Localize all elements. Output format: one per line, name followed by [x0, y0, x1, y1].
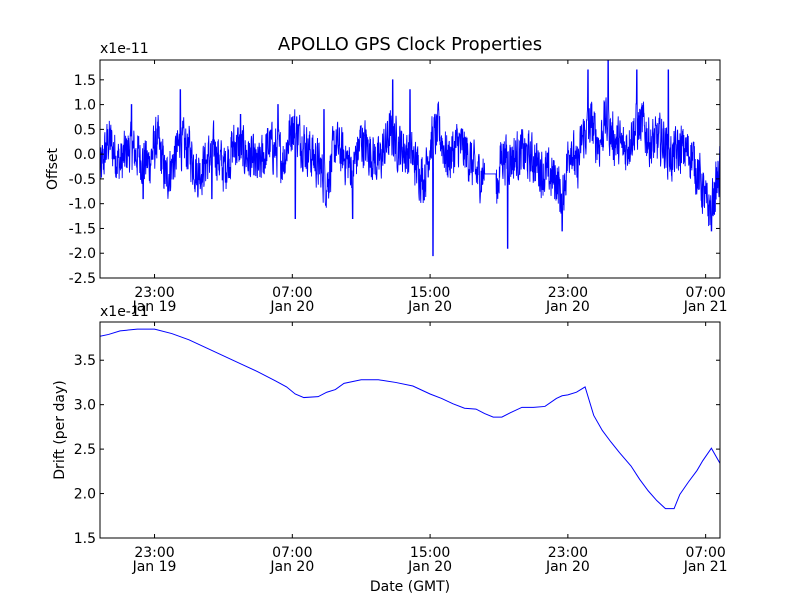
offset-series	[100, 60, 720, 257]
offset-ytick-label: 1.5	[74, 73, 96, 89]
drift-ytick-label: 2.5	[74, 442, 96, 458]
offset-ytick-label: -0.5	[69, 172, 96, 188]
drift-xtick-time: 23:00	[134, 545, 174, 561]
drift-xtick-date: Jan 19	[132, 559, 177, 575]
drift-plot-frame	[99, 321, 721, 539]
offset-xtick-time: 23:00	[548, 285, 588, 301]
offset-xtick-date: Jan 20	[269, 299, 314, 315]
offset-xtick-time: 15:00	[410, 285, 450, 301]
offset-ytick-label: -2.5	[69, 271, 96, 287]
offset-plot-frame	[99, 59, 721, 279]
chart-title: APOLLO GPS Clock Properties	[278, 34, 542, 55]
offset-xtick-date: Jan 20	[407, 299, 452, 315]
offset-ytick-label: 0.5	[74, 122, 96, 138]
drift-multiplier: x1e-11	[100, 304, 149, 320]
drift-xtick-date: Jan 20	[407, 559, 452, 575]
drift-xtick-date: Jan 20	[269, 559, 314, 575]
offset-xtick-date: Jan 21	[683, 299, 728, 315]
drift-series	[100, 328, 720, 510]
offset-multiplier: x1e-11	[100, 41, 149, 57]
offset-ylabel: Offset	[45, 147, 61, 190]
offset-ytick-label: 1.0	[74, 98, 96, 114]
offset-xtick-date: Jan 20	[545, 299, 590, 315]
drift-series-line	[100, 328, 720, 510]
offset-series-line	[100, 60, 720, 257]
offset-ticks: -2.5-2.0-1.5-1.0-0.50.00.51.01.523:00Jan…	[69, 60, 728, 315]
offset-xtick-time: 07:00	[685, 285, 725, 301]
drift-ytick-label: 2.0	[74, 487, 96, 503]
offset-xtick-time: 07:00	[272, 285, 312, 301]
drift-xtick-time: 07:00	[685, 545, 725, 561]
drift-ytick-label: 3.0	[74, 398, 96, 414]
x-axis-label: Date (GMT)	[370, 579, 450, 595]
offset-panel: -2.5-2.0-1.5-1.0-0.50.00.51.01.523:00Jan…	[45, 41, 728, 315]
drift-ytick-label: 1.5	[74, 531, 96, 547]
drift-xtick-time: 23:00	[548, 545, 588, 561]
offset-xtick-date: Jan 19	[132, 299, 177, 315]
offset-xtick-time: 23:00	[134, 285, 174, 301]
offset-ytick-label: -2.0	[69, 246, 96, 262]
drift-xtick-date: Jan 21	[683, 559, 728, 575]
offset-ytick-label: -1.0	[69, 197, 96, 213]
drift-xtick-time: 15:00	[410, 545, 450, 561]
drift-ytick-label: 3.5	[74, 353, 96, 369]
drift-xtick-date: Jan 20	[545, 559, 590, 575]
drift-ylabel: Drift (per day)	[52, 380, 68, 479]
drift-xtick-time: 07:00	[272, 545, 312, 561]
offset-ytick-label: 0.0	[74, 147, 96, 163]
offset-ytick-label: -1.5	[69, 221, 96, 237]
